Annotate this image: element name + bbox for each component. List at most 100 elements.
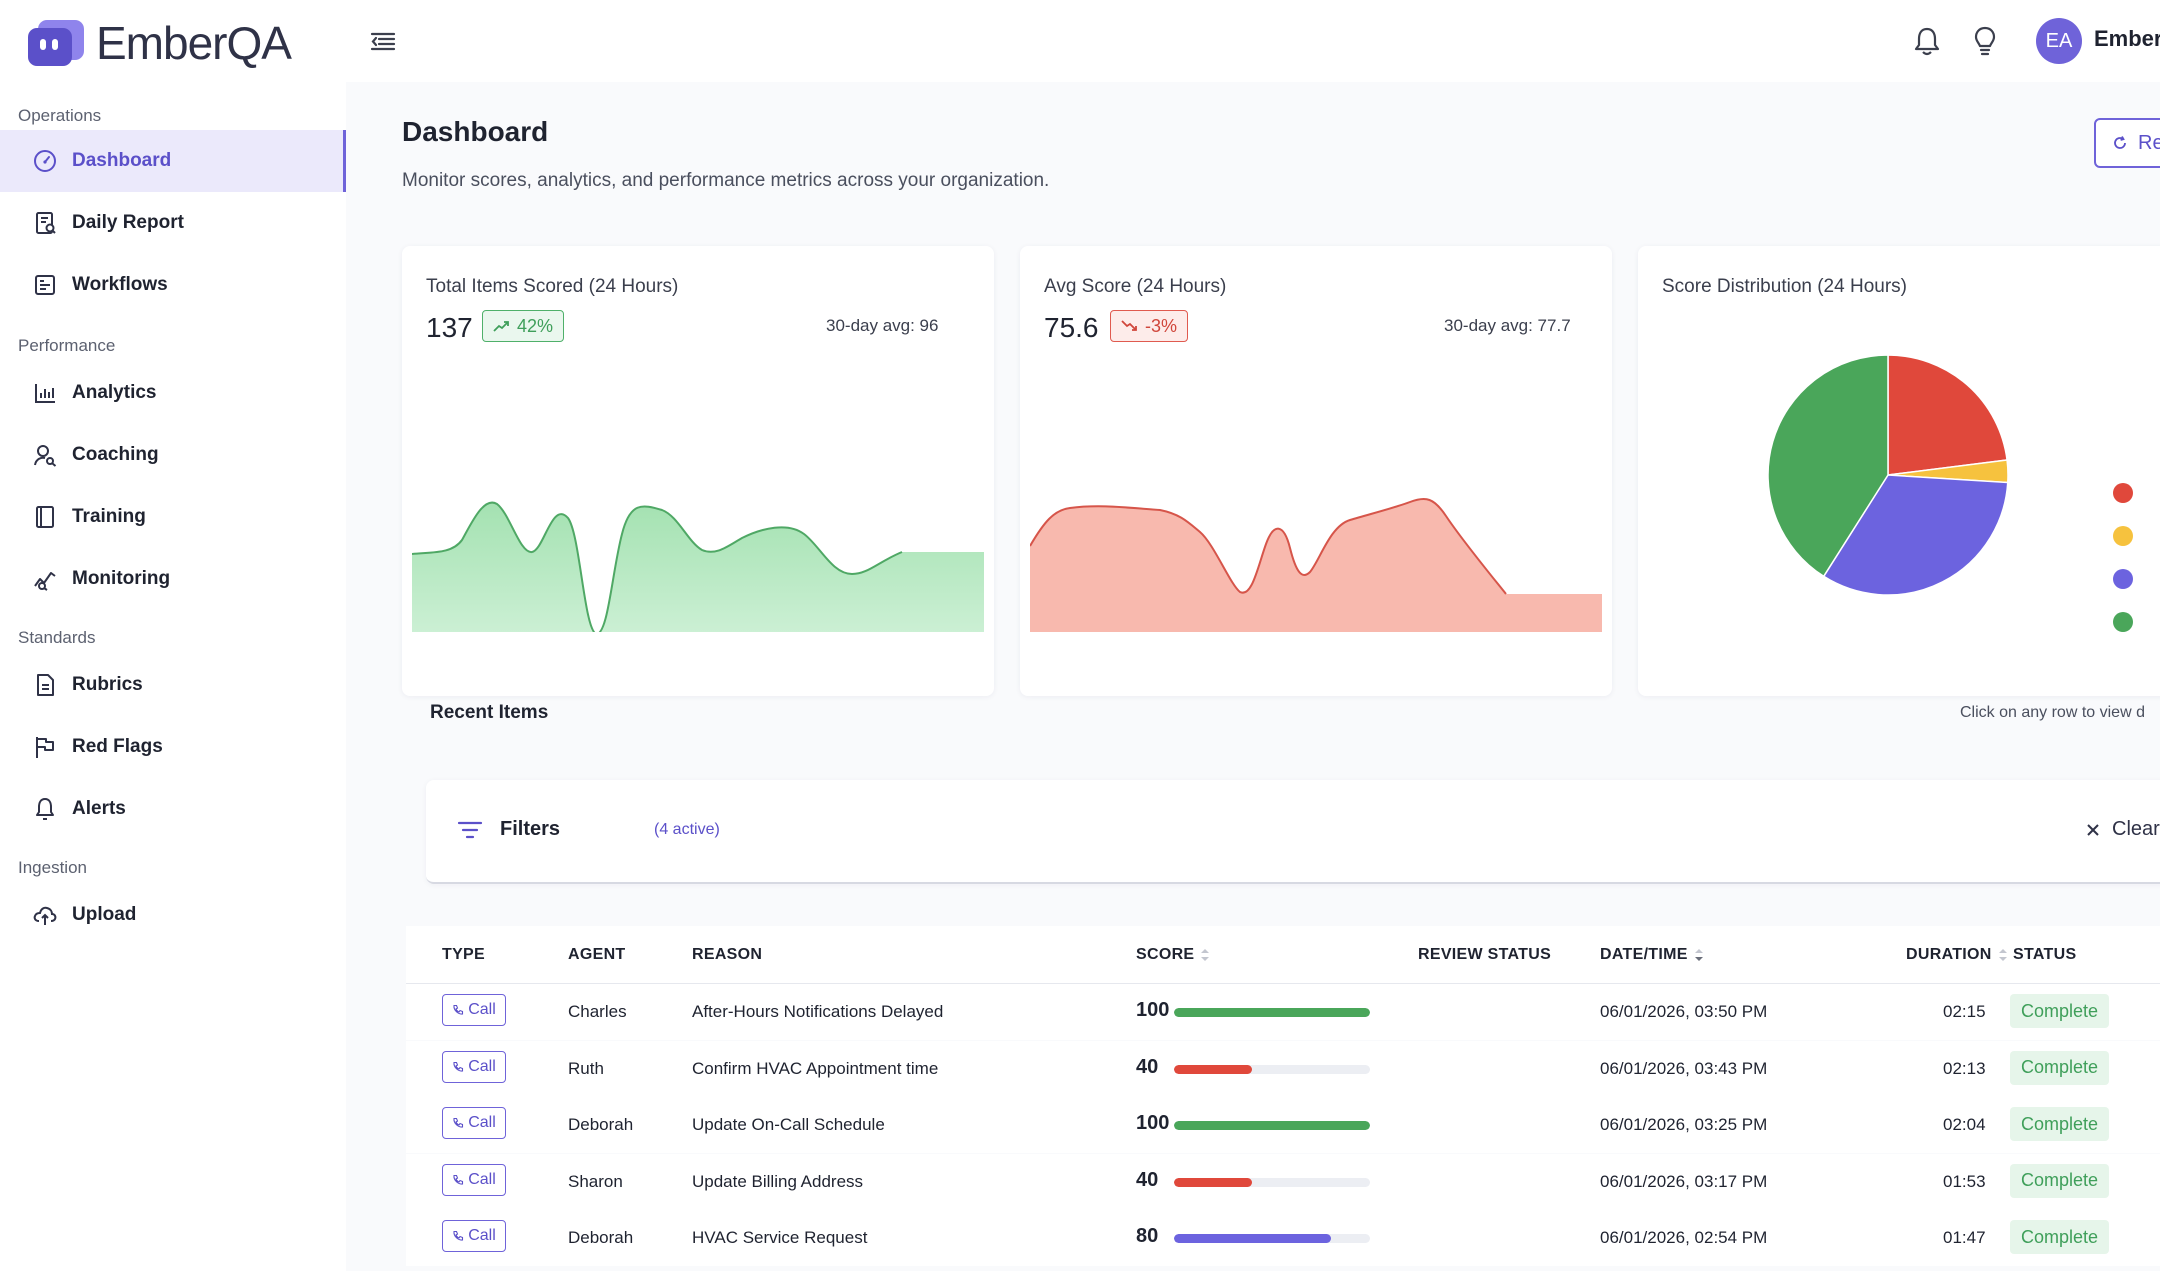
sidebar-item-label: Upload (72, 904, 137, 925)
sidebar-item-label: Workflows (72, 274, 168, 295)
kpi-change-badge: 42% (482, 310, 565, 342)
filters-panel[interactable]: Filters (4 active) Clear All (426, 780, 2160, 884)
notifications-bell-icon[interactable] (1910, 24, 1944, 58)
top-bar: EmberQA EA EmberQ (0, 0, 2160, 82)
type-chip[interactable]: Call (442, 1163, 506, 1196)
column-header-duration[interactable]: DURATION (1906, 946, 2008, 964)
cloud-upload-icon (33, 906, 57, 925)
avatar[interactable]: EA (2036, 18, 2082, 64)
sidebar-toggle-icon[interactable] (368, 26, 398, 56)
sidebar-item-dashboard[interactable]: Dashboard (0, 130, 346, 192)
sidebar-item-alerts[interactable]: Alerts (0, 778, 346, 840)
legend-dot-yellow[interactable] (2113, 526, 2133, 546)
area-fill (1030, 498, 1602, 632)
score-value: 100 (1136, 1112, 1170, 1134)
type-chip[interactable]: Call (442, 1050, 506, 1083)
sidebar-item-rubrics[interactable]: Rubrics (0, 654, 346, 716)
score-bar (1174, 1008, 1370, 1017)
section-title-ingestion: Ingestion (18, 858, 87, 877)
reason-cell: Confirm HVAC Appointment time (692, 1058, 939, 1078)
sort-desc-icon (1694, 949, 1703, 961)
column-header-status[interactable]: STATUS (2013, 946, 2077, 963)
close-icon (2087, 823, 2099, 836)
section-title-performance: Performance (18, 336, 116, 355)
agent-cell: Deborah (568, 1228, 634, 1247)
type-chip[interactable]: Call (442, 1220, 506, 1252)
duration-cell: 02:04 (1943, 1115, 1986, 1134)
pie-slice-3[interactable] (1767, 354, 1889, 578)
area-line (1030, 498, 1507, 595)
area-fill (412, 502, 984, 632)
agent-cell: Deborah (568, 1115, 634, 1134)
table-row[interactable]: Call Deborah Update On-Call Schedule 100 06/… (406, 1097, 2160, 1153)
table-row[interactable]: Call Sharon Update Billing Address 40 06/01/… (406, 1153, 2160, 1210)
sidebar-item-label: Monitoring (72, 568, 171, 589)
score-bar-fill (1174, 1121, 1370, 1130)
datetime-cell: 06/01/2026, 03:25 PM (1600, 1115, 1768, 1134)
pie-slice-0[interactable] (1887, 354, 2008, 476)
sidebar-item-analytics[interactable]: Analytics (0, 362, 346, 424)
sidebar-item-label: Training (72, 506, 146, 527)
kpi-change-badge: -3% (1110, 310, 1189, 342)
type-chip[interactable]: Call (442, 1107, 506, 1139)
sidebar-item-training[interactable]: Training (0, 486, 346, 548)
table-header: TYPE AGENT REASON SCORE REVIEW STATUS DA… (406, 926, 2160, 984)
table-row[interactable]: Call Ruth Confirm HVAC Appointment time 40 0… (406, 1040, 2160, 1097)
sidebar-item-label: Coaching (72, 444, 159, 465)
score-distribution-pie (1767, 354, 2009, 596)
duration-cell: 01:47 (1943, 1228, 1986, 1247)
sidebar-item-label: Rubrics (72, 674, 143, 695)
sidebar-item-label: Alerts (72, 798, 126, 819)
type-label: Call (468, 1227, 496, 1244)
sidebar-item-workflows[interactable]: Workflows (0, 254, 346, 316)
sort-icon (1201, 949, 1210, 961)
table-row[interactable]: Call Deborah HVAC Service Request 80 06/01/2… (406, 1210, 2160, 1266)
reason-cell: HVAC Service Request (692, 1228, 868, 1247)
column-header-datetime[interactable]: DATE/TIME (1600, 946, 1704, 964)
refresh-button[interactable]: Re (2094, 118, 2160, 168)
legend-dot-green[interactable] (2113, 612, 2133, 632)
kpi-30-day-avg: 30-day avg: 77.7 (1444, 316, 1571, 335)
sidebar-item-label: Daily Report (72, 212, 184, 233)
table-row[interactable]: Call Charles After-Hours Notifications Del… (406, 984, 2160, 1040)
clear-all-button[interactable]: Clear All (2086, 818, 2160, 841)
reason-cell: After-Hours Notifications Delayed (692, 1002, 944, 1021)
column-header-type[interactable]: TYPE (442, 946, 485, 963)
status-badge: Complete (2010, 1163, 2110, 1198)
user-name[interactable]: EmberQ (2094, 26, 2160, 51)
duration-cell: 01:53 (1943, 1171, 1986, 1191)
score-bar (1174, 1064, 1370, 1074)
reason-cell: Update On-Call Schedule (692, 1115, 885, 1134)
distribution-title: Score Distribution (24 Hours) (1662, 276, 1907, 297)
status-badge: Complete (2010, 994, 2110, 1028)
sidebar-item-upload[interactable]: Upload (0, 884, 346, 946)
datetime-cell: 06/01/2026, 02:54 PM (1600, 1228, 1768, 1247)
trend-up-icon (493, 321, 509, 332)
sidebar-item-red-flags[interactable]: Red Flags (0, 716, 346, 778)
column-header-agent[interactable]: AGENT (568, 946, 626, 963)
report-icon (36, 212, 56, 234)
legend-dot-purple[interactable] (2113, 569, 2133, 589)
score-bar-fill (1174, 1177, 1253, 1187)
type-chip[interactable]: Call (442, 994, 506, 1026)
column-header-review-status[interactable]: REVIEW STATUS (1418, 946, 1552, 963)
agent-cell: Charles (568, 1002, 627, 1021)
sidebar-item-coaching[interactable]: Coaching (0, 424, 346, 486)
logo[interactable]: EmberQA (28, 16, 292, 70)
column-header-score[interactable]: SCORE (1136, 946, 1210, 964)
sort-icon (1998, 949, 2007, 961)
lightbulb-icon[interactable] (1968, 24, 2002, 58)
kpi-change: 42% (517, 315, 554, 336)
sidebar-item-monitoring[interactable]: Monitoring (0, 548, 346, 610)
score-bar (1174, 1121, 1370, 1130)
datetime-cell: 06/01/2026, 03:43 PM (1600, 1058, 1768, 1078)
kpi-30-day-avg: 30-day avg: 96 (826, 316, 939, 335)
flag-icon (36, 737, 54, 758)
column-header-reason[interactable]: REASON (692, 946, 763, 963)
page-title: Dashboard (402, 116, 549, 147)
sidebar-item-daily-report[interactable]: Daily Report (0, 192, 346, 254)
legend-dot-red[interactable] (2113, 483, 2133, 503)
filters-active-count: (4 active) (654, 821, 720, 838)
duration-cell: 02:15 (1943, 1002, 1986, 1021)
kpi-change: -3% (1145, 315, 1178, 336)
